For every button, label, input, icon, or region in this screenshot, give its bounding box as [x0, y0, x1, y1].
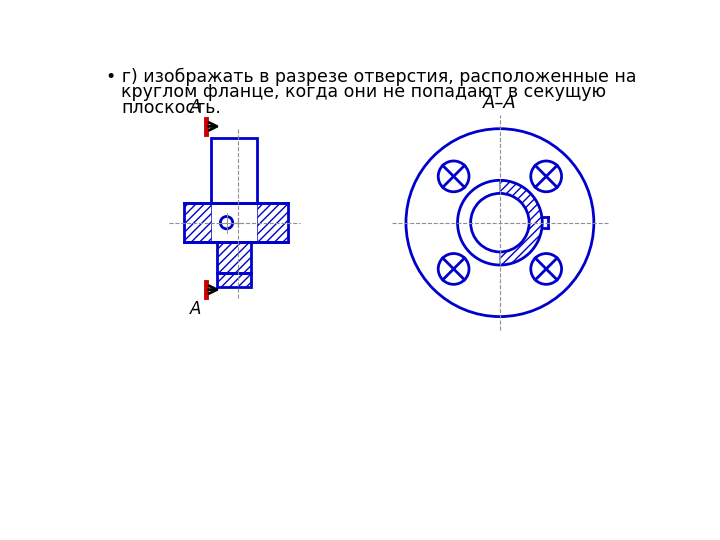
Bar — [184, 204, 211, 242]
Text: A: A — [190, 300, 201, 318]
Text: круглом фланце, когда они не попадают в секущую: круглом фланце, когда они не попадают в … — [121, 83, 606, 102]
Bar — [257, 204, 288, 242]
Text: плоскость.: плоскость. — [121, 99, 221, 117]
Text: A: A — [190, 98, 201, 117]
Bar — [217, 273, 251, 287]
Text: A–A: A–A — [483, 94, 517, 112]
Bar — [217, 242, 251, 273]
Text: • г) изображать в разрезе отверстия, расположенные на: • г) изображать в разрезе отверстия, рас… — [106, 68, 636, 86]
